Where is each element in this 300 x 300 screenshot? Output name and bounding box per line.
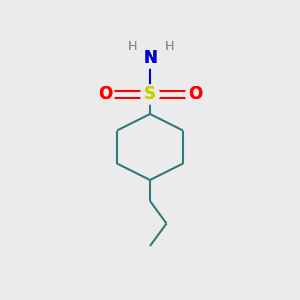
Text: S: S [144, 85, 156, 103]
Circle shape [95, 85, 115, 104]
Text: H: H [165, 40, 174, 53]
Circle shape [125, 40, 139, 53]
Text: O: O [188, 85, 202, 103]
Text: O: O [188, 85, 202, 103]
Text: H: H [127, 40, 137, 53]
Text: N: N [143, 50, 157, 68]
Text: S: S [144, 85, 156, 103]
Text: H: H [127, 40, 137, 53]
Text: N: N [143, 50, 157, 68]
Circle shape [140, 49, 160, 68]
Text: H: H [165, 40, 174, 53]
Circle shape [140, 85, 160, 104]
Text: O: O [98, 85, 112, 103]
Circle shape [185, 85, 205, 104]
Text: O: O [98, 85, 112, 103]
Circle shape [163, 40, 176, 53]
